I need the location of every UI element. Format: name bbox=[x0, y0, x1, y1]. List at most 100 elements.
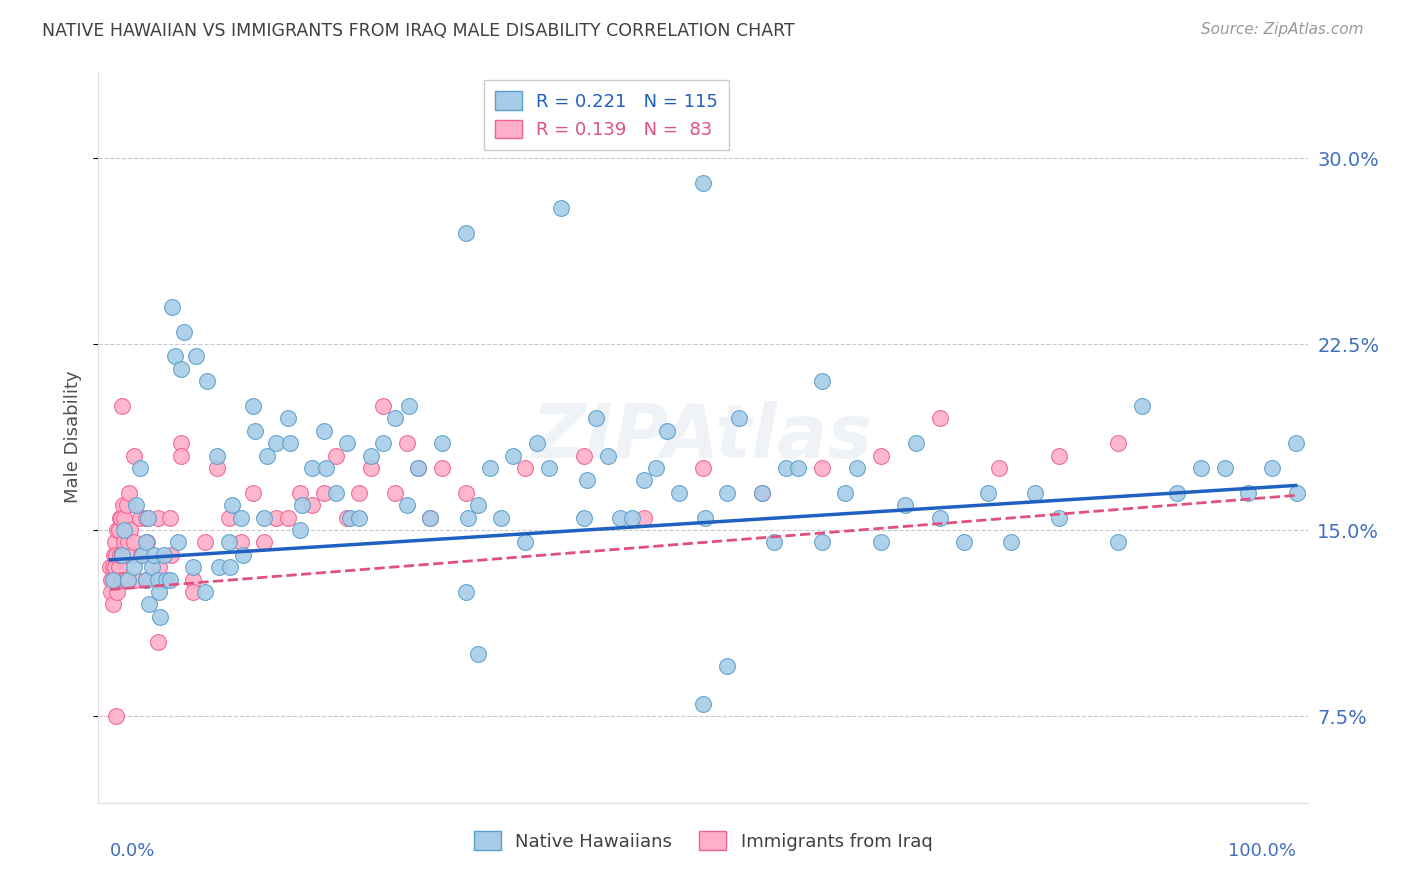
Point bbox=[1261, 461, 1284, 475]
Point bbox=[574, 449, 596, 463]
Point bbox=[205, 449, 228, 463]
Point bbox=[253, 535, 276, 549]
Point bbox=[108, 548, 131, 562]
Point bbox=[537, 461, 560, 475]
Point bbox=[384, 486, 406, 500]
Point bbox=[502, 449, 524, 463]
Point bbox=[1107, 436, 1129, 450]
Point bbox=[315, 461, 337, 475]
Point bbox=[550, 201, 572, 215]
Point bbox=[526, 436, 548, 450]
Point bbox=[716, 486, 738, 500]
Point bbox=[336, 436, 359, 450]
Point bbox=[129, 461, 152, 475]
Point bbox=[194, 585, 217, 599]
Point bbox=[160, 300, 183, 314]
Point bbox=[114, 535, 136, 549]
Point bbox=[834, 486, 856, 500]
Point bbox=[976, 486, 998, 500]
Point bbox=[360, 449, 382, 463]
Point bbox=[170, 449, 193, 463]
Point bbox=[173, 325, 195, 339]
Text: 100.0%: 100.0% bbox=[1227, 842, 1296, 860]
Point bbox=[786, 461, 808, 475]
Point bbox=[124, 573, 146, 587]
Point bbox=[869, 535, 891, 549]
Point bbox=[727, 411, 749, 425]
Point bbox=[143, 548, 166, 562]
Point bbox=[122, 449, 145, 463]
Point bbox=[243, 424, 266, 438]
Point bbox=[467, 647, 489, 661]
Point bbox=[138, 598, 160, 612]
Point bbox=[181, 573, 204, 587]
Text: ZIPAtlas: ZIPAtlas bbox=[533, 401, 873, 474]
Point bbox=[929, 510, 952, 524]
Point bbox=[135, 510, 157, 524]
Point bbox=[103, 548, 125, 562]
Point bbox=[893, 498, 915, 512]
Point bbox=[467, 498, 489, 512]
Point bbox=[148, 560, 170, 574]
Point bbox=[1285, 436, 1308, 450]
Point bbox=[253, 510, 276, 524]
Point bbox=[1107, 535, 1129, 549]
Point bbox=[148, 585, 170, 599]
Point bbox=[101, 598, 124, 612]
Point bbox=[810, 374, 832, 388]
Point bbox=[104, 535, 127, 549]
Point bbox=[194, 535, 217, 549]
Point bbox=[695, 510, 717, 524]
Point bbox=[620, 510, 643, 524]
Point bbox=[633, 510, 655, 524]
Point bbox=[657, 424, 679, 438]
Point bbox=[609, 510, 631, 524]
Point bbox=[152, 548, 174, 562]
Point bbox=[118, 486, 141, 500]
Point bbox=[491, 510, 513, 524]
Point bbox=[419, 510, 441, 524]
Point bbox=[810, 535, 832, 549]
Point bbox=[277, 411, 299, 425]
Point bbox=[101, 573, 124, 587]
Point bbox=[454, 486, 477, 500]
Point bbox=[692, 176, 714, 190]
Point bbox=[135, 535, 157, 549]
Point bbox=[869, 449, 891, 463]
Point bbox=[181, 585, 204, 599]
Point bbox=[125, 498, 148, 512]
Point bbox=[108, 510, 131, 524]
Point bbox=[1047, 510, 1070, 524]
Point bbox=[301, 461, 323, 475]
Point bbox=[574, 510, 596, 524]
Point bbox=[408, 461, 430, 475]
Point bbox=[170, 436, 193, 450]
Point bbox=[107, 560, 129, 574]
Point bbox=[135, 573, 157, 587]
Point bbox=[347, 486, 370, 500]
Point bbox=[478, 461, 501, 475]
Point bbox=[184, 350, 207, 364]
Text: NATIVE HAWAIIAN VS IMMIGRANTS FROM IRAQ MALE DISABILITY CORRELATION CHART: NATIVE HAWAIIAN VS IMMIGRANTS FROM IRAQ … bbox=[42, 22, 794, 40]
Point bbox=[952, 535, 974, 549]
Point bbox=[105, 548, 128, 562]
Point bbox=[432, 436, 454, 450]
Point bbox=[129, 510, 152, 524]
Point bbox=[432, 461, 454, 475]
Point bbox=[775, 461, 797, 475]
Point bbox=[107, 523, 129, 537]
Point bbox=[117, 535, 139, 549]
Point bbox=[103, 573, 125, 587]
Point bbox=[141, 560, 163, 574]
Point bbox=[111, 548, 134, 562]
Point bbox=[221, 498, 243, 512]
Point bbox=[166, 535, 188, 549]
Point bbox=[105, 585, 128, 599]
Point bbox=[325, 449, 347, 463]
Point bbox=[846, 461, 869, 475]
Point bbox=[170, 362, 193, 376]
Point bbox=[1237, 486, 1260, 500]
Point bbox=[454, 585, 477, 599]
Point bbox=[988, 461, 1011, 475]
Point bbox=[159, 573, 181, 587]
